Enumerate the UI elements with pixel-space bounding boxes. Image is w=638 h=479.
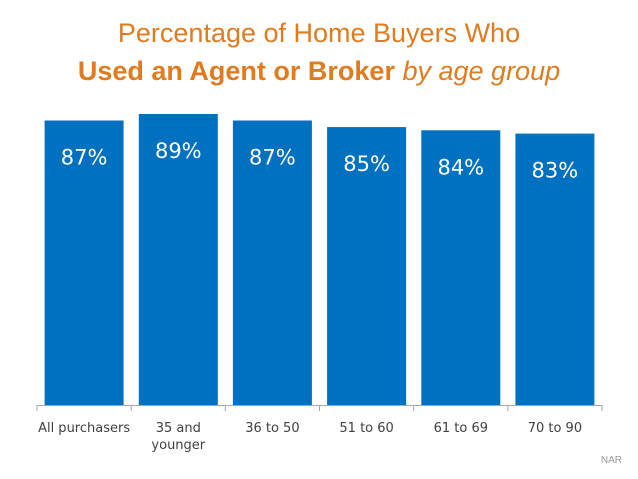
- data-label-3: 85%: [343, 152, 390, 176]
- category-label-1: 35 and younger: [151, 421, 205, 453]
- category-label-2: 36 to 50: [245, 421, 299, 436]
- bar-4: [421, 130, 501, 406]
- data-label-2: 87%: [249, 146, 296, 170]
- category-label-3: 51 to 60: [339, 421, 393, 436]
- bar-0: [44, 120, 124, 405]
- category-label-0: All purchasers: [38, 421, 130, 436]
- category-label-5: 70 to 90: [528, 421, 582, 436]
- chart-title-line1: Percentage of Home Buyers Who: [117, 18, 521, 48]
- source-label: NAR: [600, 455, 622, 466]
- chart-title-line2: Used an Agent or Broker by age group: [0, 56, 638, 87]
- bar-1: [138, 114, 218, 405]
- data-label-1: 89%: [155, 139, 202, 163]
- data-label-5: 83%: [532, 159, 579, 183]
- bar-2: [232, 120, 312, 405]
- data-label-0: 87%: [61, 146, 108, 170]
- bar-3: [327, 127, 407, 405]
- chart-title-bold: Used an Agent or Broker: [77, 56, 395, 86]
- category-label-4: 61 to 69: [434, 421, 488, 436]
- data-label-4: 84%: [437, 155, 484, 179]
- bar-5: [515, 133, 595, 405]
- chart-title-italic: by age group: [402, 56, 561, 86]
